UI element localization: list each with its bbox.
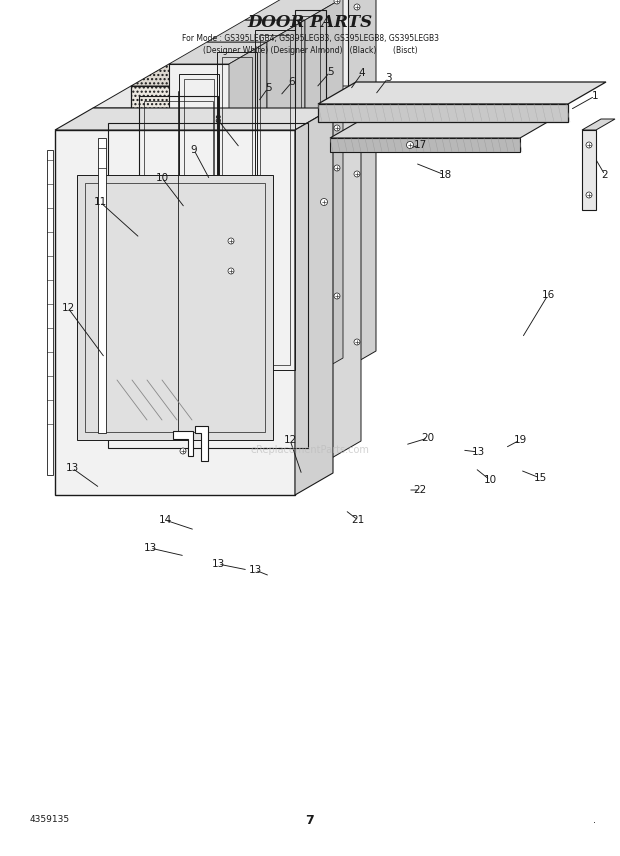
Circle shape bbox=[334, 165, 340, 171]
Circle shape bbox=[586, 192, 592, 198]
Polygon shape bbox=[245, 0, 343, 20]
Polygon shape bbox=[93, 86, 361, 108]
Text: 14: 14 bbox=[158, 515, 172, 525]
Polygon shape bbox=[582, 130, 596, 210]
Circle shape bbox=[334, 0, 340, 4]
Text: For Mode : GS395LEGB4, GS395LEGB3, GS395LEGB8, GS395LEGB3: For Mode : GS395LEGB4, GS395LEGB3, GS395… bbox=[182, 33, 438, 43]
Polygon shape bbox=[169, 42, 267, 64]
Circle shape bbox=[354, 339, 360, 345]
Text: 13: 13 bbox=[471, 447, 485, 457]
Text: 13: 13 bbox=[143, 543, 157, 553]
Text: 13: 13 bbox=[211, 559, 224, 569]
Text: 11: 11 bbox=[94, 197, 107, 207]
Text: 3: 3 bbox=[384, 73, 391, 83]
Text: 5: 5 bbox=[265, 83, 272, 93]
Polygon shape bbox=[226, 64, 264, 436]
Polygon shape bbox=[323, 86, 361, 463]
Polygon shape bbox=[326, 0, 348, 321]
Polygon shape bbox=[338, 0, 376, 373]
Polygon shape bbox=[305, 0, 343, 380]
Polygon shape bbox=[245, 20, 305, 380]
Text: 7: 7 bbox=[306, 813, 314, 827]
Text: 15: 15 bbox=[533, 473, 547, 483]
Circle shape bbox=[228, 238, 234, 244]
Polygon shape bbox=[131, 64, 264, 86]
Text: 20: 20 bbox=[422, 433, 435, 443]
Polygon shape bbox=[55, 108, 333, 130]
Text: 12: 12 bbox=[283, 435, 296, 445]
Text: 4359135: 4359135 bbox=[30, 816, 70, 824]
Polygon shape bbox=[318, 82, 606, 104]
Text: 22: 22 bbox=[414, 485, 427, 495]
Polygon shape bbox=[55, 130, 295, 495]
Circle shape bbox=[586, 142, 592, 148]
Polygon shape bbox=[330, 116, 558, 138]
Polygon shape bbox=[77, 175, 273, 440]
Text: DOOR PARTS: DOOR PARTS bbox=[247, 14, 373, 31]
Text: 17: 17 bbox=[414, 140, 427, 150]
Text: eReplacementParts.com: eReplacementParts.com bbox=[250, 445, 370, 455]
Text: (Designer White) (Designer Almond)   (Black)       (Bisct): (Designer White) (Designer Almond) (Blac… bbox=[203, 45, 417, 55]
Text: .: . bbox=[593, 815, 596, 825]
Text: 2: 2 bbox=[601, 170, 608, 180]
Text: 6: 6 bbox=[289, 77, 295, 87]
Circle shape bbox=[407, 141, 414, 148]
Polygon shape bbox=[318, 104, 568, 122]
Text: 18: 18 bbox=[438, 170, 451, 180]
Polygon shape bbox=[169, 64, 229, 424]
Text: 12: 12 bbox=[61, 303, 74, 313]
Circle shape bbox=[321, 199, 327, 205]
Polygon shape bbox=[195, 426, 208, 461]
Polygon shape bbox=[207, 20, 305, 42]
Polygon shape bbox=[295, 108, 333, 495]
Polygon shape bbox=[283, 0, 338, 373]
Polygon shape bbox=[330, 138, 520, 152]
Text: 1: 1 bbox=[591, 91, 598, 101]
Text: 16: 16 bbox=[541, 290, 555, 300]
Circle shape bbox=[334, 293, 340, 299]
Circle shape bbox=[354, 171, 360, 177]
Text: 5: 5 bbox=[327, 67, 334, 77]
Text: 21: 21 bbox=[352, 515, 365, 525]
Text: 4: 4 bbox=[359, 68, 365, 78]
Text: 19: 19 bbox=[513, 435, 526, 445]
Polygon shape bbox=[98, 138, 106, 433]
Circle shape bbox=[180, 448, 186, 454]
Text: 10: 10 bbox=[484, 475, 497, 485]
Polygon shape bbox=[173, 431, 193, 456]
Polygon shape bbox=[47, 150, 53, 475]
Circle shape bbox=[354, 4, 360, 10]
Circle shape bbox=[334, 125, 340, 131]
Polygon shape bbox=[111, 126, 305, 445]
Circle shape bbox=[228, 268, 234, 274]
Text: 8: 8 bbox=[215, 115, 221, 125]
Text: 9: 9 bbox=[191, 145, 197, 155]
Text: 10: 10 bbox=[156, 173, 169, 183]
Polygon shape bbox=[131, 86, 226, 436]
Polygon shape bbox=[267, 20, 305, 402]
Polygon shape bbox=[582, 119, 615, 130]
Polygon shape bbox=[93, 108, 323, 463]
Text: 13: 13 bbox=[249, 565, 262, 575]
Polygon shape bbox=[207, 42, 267, 402]
Polygon shape bbox=[229, 42, 267, 424]
Text: 13: 13 bbox=[65, 463, 79, 473]
